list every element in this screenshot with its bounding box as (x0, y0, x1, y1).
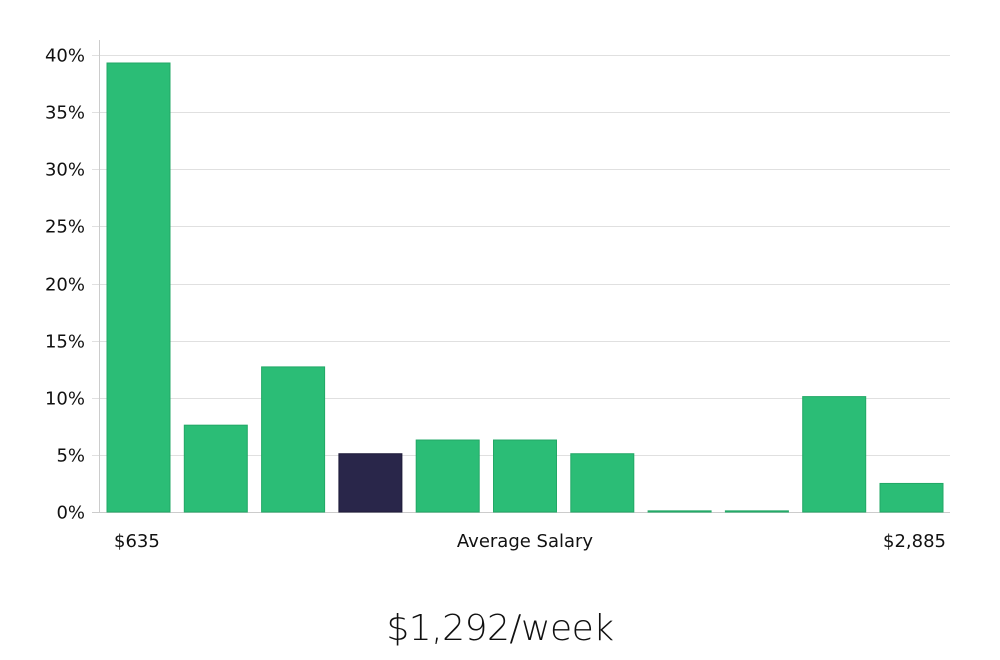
bar-highlighted (338, 453, 403, 513)
y-tick-label: 5% (56, 446, 85, 467)
y-axis-ticks: 0% 5% 10% 15% 20% 25% 30% 35% 40% (45, 46, 85, 524)
bars (106, 62, 944, 513)
y-tick-label: 35% (45, 103, 85, 124)
x-max-label: $2,885 (883, 531, 946, 552)
y-tick-label: 10% (45, 389, 85, 410)
bar (724, 510, 789, 513)
x-min-label: $635 (114, 531, 160, 552)
bar (647, 510, 712, 513)
bar (570, 453, 635, 513)
x-axis-title: Average Salary (457, 531, 594, 552)
y-tick-label: 15% (45, 332, 85, 353)
y-tick-label: 25% (45, 217, 85, 238)
bar (183, 424, 248, 513)
bar (106, 62, 171, 513)
bar (261, 366, 326, 513)
y-tick-label: 40% (45, 46, 85, 67)
average-salary-value: $1,292/week (386, 608, 614, 649)
bar (415, 439, 480, 513)
y-tick-label: 30% (45, 160, 85, 181)
bar (879, 482, 944, 513)
bar (802, 396, 867, 513)
y-tick-label: 20% (45, 275, 85, 296)
salary-histogram: 0% 5% 10% 15% 20% 25% 30% 35% 40% $635 Average S… (45, 40, 950, 552)
y-tick-label: 0% (56, 503, 85, 524)
bar (493, 439, 557, 513)
